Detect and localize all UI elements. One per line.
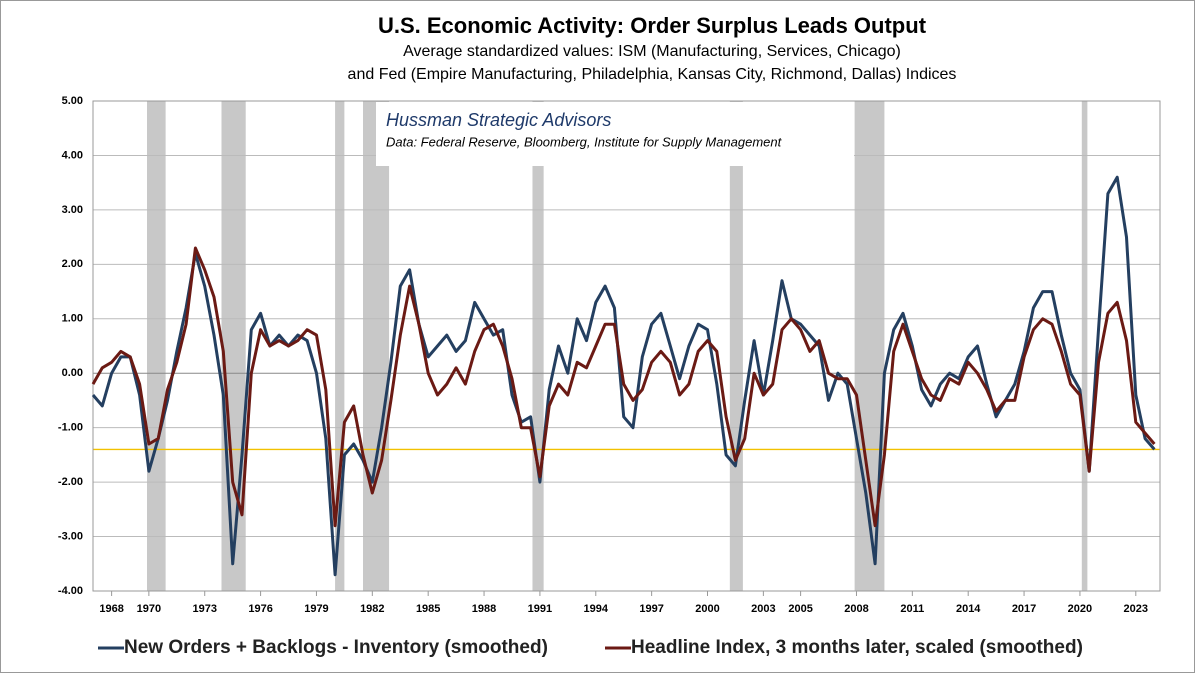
- subtitle: Average standardized values: ISM (Manufa…: [403, 43, 901, 60]
- y-tick-label: 3.00: [62, 204, 83, 216]
- x-tick-label: 2003: [751, 603, 775, 615]
- x-tick-label: 2000: [695, 603, 719, 615]
- y-tick-label: 1.00: [62, 313, 83, 325]
- x-tick-label: 2017: [1012, 603, 1036, 615]
- plot-border: [92, 100, 1161, 592]
- recession-band: [147, 101, 166, 591]
- series-line: [91, 246, 1156, 528]
- recession-band: [335, 101, 345, 591]
- x-tick-label: 1988: [472, 603, 496, 615]
- x-tick-label: 2023: [1124, 603, 1148, 615]
- recession-band: [729, 101, 743, 591]
- chart-title: U.S. Economic Activity: Order Surplus Le…: [378, 13, 927, 38]
- subtitle: and Fed (Empire Manufacturing, Philadelp…: [348, 66, 957, 83]
- x-tick-label: 2014: [956, 603, 981, 615]
- x-tick-label: 1979: [304, 603, 328, 615]
- legend-label: Headline Index, 3 months later, scaled (…: [631, 637, 1083, 658]
- y-tick-label: 2.00: [62, 258, 83, 270]
- legend-label: New Orders + Backlogs - Inventory (smoot…: [124, 637, 548, 658]
- x-tick-label: 2008: [844, 603, 868, 615]
- x-tick-label: 2011: [900, 603, 924, 615]
- x-tick-label: 1991: [528, 603, 552, 615]
- x-tick-label: 1970: [137, 603, 161, 615]
- x-tick-label: 1973: [192, 603, 216, 615]
- y-tick-label: 5.00: [62, 95, 83, 107]
- y-tick-label: -4.00: [58, 585, 83, 597]
- x-tick-label: 1997: [639, 603, 663, 615]
- x-tick-label: 1976: [248, 603, 272, 615]
- recession-band: [532, 101, 544, 591]
- x-tick-label: 2020: [1068, 603, 1092, 615]
- x-tick-label: 1982: [360, 603, 384, 615]
- recession-band: [854, 101, 885, 591]
- x-tick-label: 2005: [788, 603, 812, 615]
- x-tick-label: 1994: [584, 603, 609, 615]
- y-tick-label: -2.00: [58, 476, 83, 488]
- recession-band: [1081, 101, 1088, 591]
- annotation-box: [376, 102, 854, 166]
- y-tick-label: 4.00: [62, 149, 83, 161]
- recession-band: [221, 101, 246, 591]
- annotation-title: Hussman Strategic Advisors: [386, 110, 611, 130]
- recession-band: [363, 101, 390, 591]
- y-tick-label: 0.00: [62, 367, 83, 379]
- x-tick-label: 1985: [416, 603, 440, 615]
- plot-background: [93, 101, 1160, 591]
- plot-area: -4.00 -3.00 -2.00 -1.00 0.00 1.00 2.00 3.00 4.00…: [58, 95, 1161, 658]
- annotation-source: Data: Federal Reserve, Bloomberg, Instit…: [386, 134, 783, 149]
- y-tick-label: -1.00: [58, 422, 83, 434]
- x-tick-label: 1968: [99, 603, 123, 615]
- y-tick-label: -3.00: [58, 530, 83, 542]
